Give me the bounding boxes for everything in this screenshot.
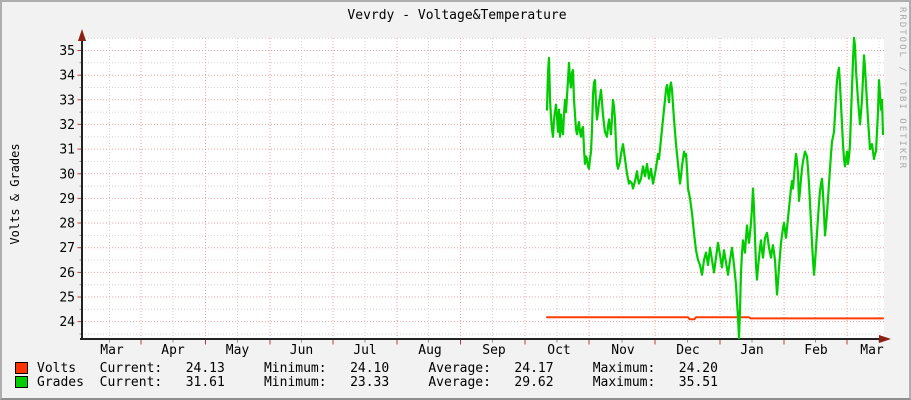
x-tick-label: Nov	[611, 343, 635, 358]
x-tick-label: Jun	[290, 343, 313, 358]
x-tick-label: Sep	[482, 343, 506, 358]
x-tick-label: Jul	[353, 343, 376, 358]
legend-text-volts: Volts Current: 24.13 Minimum: 24.10 Aver…	[37, 360, 718, 376]
x-tick-labels: Mar Apr May Jun Jul Aug Sep Oct Nov Dec Jan Feb Mar	[100, 343, 884, 358]
plot-background	[82, 38, 884, 339]
legend-row-grades: Grades Current: 31.61 Minimum: 23.33 Ave…	[15, 374, 718, 390]
y-tick-label: 29	[59, 192, 75, 207]
y-tick-label: 32	[59, 118, 75, 133]
y-tick-label: 31	[59, 143, 75, 158]
series-grades-line	[545, 36, 885, 340]
legend-swatch-grades	[15, 376, 28, 388]
y-tick-label: 28	[59, 217, 75, 232]
x-tick-label: Dec	[676, 343, 699, 358]
x-tick-label: May	[226, 343, 250, 358]
legend: Volts Current: 24.13 Minimum: 24.10 Aver…	[15, 360, 718, 390]
legend-swatch-volts	[15, 362, 28, 374]
x-tick-label: Mar	[100, 343, 124, 358]
x-tick-label: Aug	[418, 343, 441, 358]
y-tick-label: 34	[59, 69, 75, 84]
x-tick-label: Mar	[860, 343, 884, 358]
x-axis-arrow	[879, 335, 891, 343]
series-volts-line	[546, 316, 884, 321]
x-tick-label: Feb	[804, 343, 828, 358]
y-tick-labels: 24 25 26 27 28 29 30 31 32 33 34 35	[59, 44, 75, 330]
axes	[78, 29, 891, 343]
y-tick-label: 26	[59, 266, 75, 281]
legend-text-grades: Grades Current: 31.61 Minimum: 23.33 Ave…	[37, 374, 718, 390]
chart-title: Vevrdy - Voltage&Temperature	[347, 8, 567, 23]
y-tick-label: 25	[59, 291, 75, 306]
y-tick-label: 24	[59, 315, 75, 330]
x-tick-label: Apr	[161, 343, 185, 358]
y-tick-label: 27	[59, 241, 75, 256]
y-tick-label: 35	[59, 44, 75, 59]
legend-row-volts: Volts Current: 24.13 Minimum: 24.10 Aver…	[15, 360, 718, 376]
x-tick-label: Oct	[547, 343, 570, 358]
watermark: RRDTOOL / TOBI OETIKER	[897, 7, 907, 171]
y-tick-label: 33	[59, 93, 75, 108]
y-axis-arrow	[78, 29, 86, 41]
x-tick-label: Jan	[740, 343, 763, 358]
y-tick-label: 30	[59, 167, 75, 182]
